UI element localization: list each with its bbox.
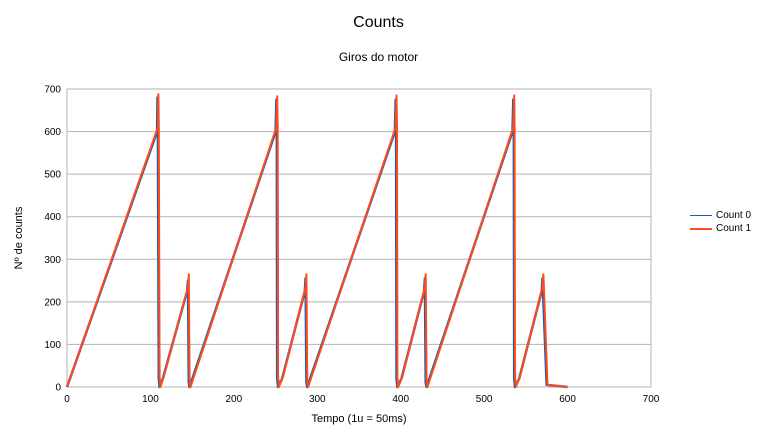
- x-tick-label: 300: [309, 394, 326, 405]
- x-tick-label: 100: [142, 394, 159, 405]
- y-tick-label: 400: [44, 212, 61, 223]
- x-tick-label: 700: [643, 394, 660, 405]
- x-tick-label: 600: [559, 394, 576, 405]
- y-tick-label: 200: [44, 297, 61, 308]
- x-tick-label: 400: [392, 394, 409, 405]
- y-tick-label: 300: [44, 255, 61, 266]
- y-tick-label: 700: [44, 85, 61, 96]
- series-line-count-1: [66, 93, 568, 388]
- x-tick-label: 500: [476, 394, 493, 405]
- legend-item-count-0: Count 0: [690, 209, 751, 222]
- legend-label: Count 0: [716, 210, 752, 221]
- y-tick-label: 500: [44, 170, 61, 181]
- series-line-count-0: [65, 96, 568, 389]
- y-tick-label: 0: [55, 383, 61, 394]
- legend-swatch: [690, 227, 712, 230]
- chart-subtitle: Giros do motor: [338, 50, 419, 64]
- legend-label: Count 1: [716, 223, 752, 234]
- y-tick-label: 100: [44, 340, 61, 351]
- legend: Count 0 Count 1: [690, 209, 751, 235]
- y-axis-label: Nº de counts: [13, 206, 25, 270]
- chart-title: Counts: [353, 14, 404, 31]
- x-axis-label: Tempo (1u = 50ms): [311, 413, 407, 425]
- x-tick-label: 0: [64, 394, 70, 405]
- y-tick-label: 600: [44, 127, 61, 138]
- legend-swatch: [690, 214, 712, 217]
- x-tick-label: 200: [226, 394, 243, 405]
- legend-item-count-1: Count 1: [690, 222, 751, 235]
